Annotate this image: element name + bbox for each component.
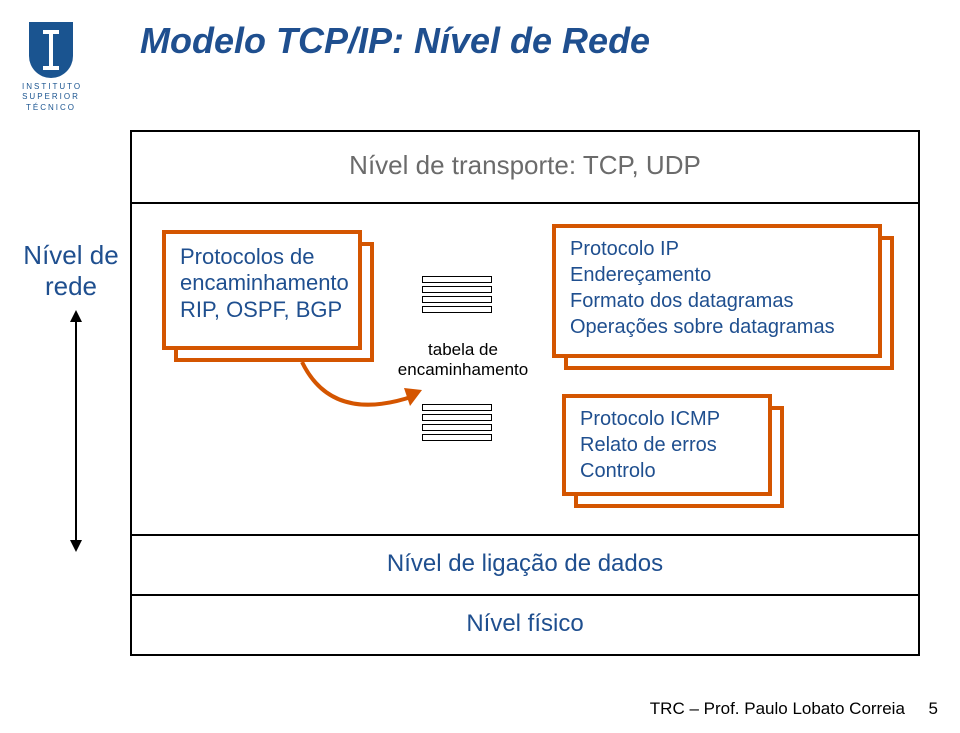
transport-label: Nível de transporte: TCP, UDP bbox=[132, 150, 918, 181]
protocols-line1: Protocolos de bbox=[180, 244, 315, 269]
footer-text: TRC – Prof. Paulo Lobato Correia bbox=[650, 699, 905, 718]
icmp-line3: Controlo bbox=[580, 460, 656, 482]
logo-line2: SUPERIOR bbox=[22, 92, 80, 101]
icmp-line2: Relato de erros bbox=[580, 434, 717, 456]
icmp-protocol-box: Protocolo ICMP Relato de erros Controlo bbox=[562, 394, 772, 496]
ist-logo: INSTITUTO SUPERIOR TÉCNICO bbox=[22, 22, 80, 113]
transport-layer: Nível de transporte: TCP, UDP bbox=[132, 132, 918, 202]
slide: INSTITUTO SUPERIOR TÉCNICO Modelo TCP/IP… bbox=[0, 0, 960, 733]
network-layer-area: Protocolos de encaminhamento RIP, OSPF, … bbox=[132, 202, 918, 534]
routing-table-bottom-icon bbox=[422, 404, 492, 444]
link-layer: Nível de ligação de dados bbox=[132, 534, 918, 594]
logo-line3: TÉCNICO bbox=[26, 103, 76, 112]
physical-layer: Nível físico bbox=[132, 594, 918, 654]
curve-arrow-icon bbox=[292, 354, 432, 434]
logo-line1: INSTITUTO bbox=[22, 82, 82, 91]
ip-protocol-box: Protocolo IP Endereçamento Formato dos d… bbox=[552, 224, 882, 358]
logo-text: INSTITUTO SUPERIOR TÉCNICO bbox=[22, 82, 80, 113]
ip-line4: Operações sobre datagramas bbox=[570, 316, 835, 338]
routing-table-top-icon bbox=[422, 276, 492, 316]
footer: TRC – Prof. Paulo Lobato Correia 5 bbox=[650, 699, 938, 719]
phys-label: Nível físico bbox=[132, 610, 918, 638]
routing-protocols-box: Protocolos de encaminhamento RIP, OSPF, … bbox=[162, 230, 362, 350]
link-label: Nível de ligação de dados bbox=[132, 550, 918, 578]
icmp-line1: Protocolo ICMP bbox=[580, 408, 720, 430]
ip-line1: Protocolo IP bbox=[570, 238, 679, 260]
logo-shield-icon bbox=[29, 22, 73, 78]
network-layer-label: Nível de rede bbox=[15, 240, 127, 302]
protocols-line3: RIP, OSPF, BGP bbox=[180, 297, 342, 322]
protocols-line2: encaminhamento bbox=[180, 270, 349, 295]
slide-title: Modelo TCP/IP: Nível de Rede bbox=[140, 20, 650, 62]
footer-page: 5 bbox=[929, 699, 938, 718]
double-arrow-icon bbox=[66, 310, 86, 552]
ip-line2: Endereçamento bbox=[570, 264, 711, 286]
ip-line3: Formato dos datagramas bbox=[570, 290, 793, 312]
diagram-frame: Nível de transporte: TCP, UDP Protocolos… bbox=[130, 130, 920, 656]
